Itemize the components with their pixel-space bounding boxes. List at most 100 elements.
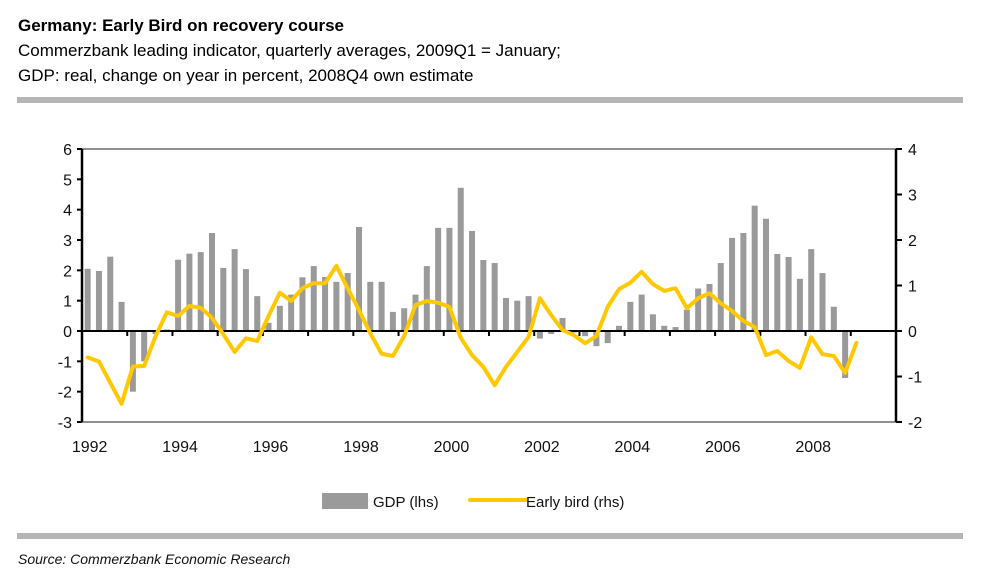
gdp-bar bbox=[604, 331, 611, 344]
gdp-bar bbox=[717, 263, 724, 331]
gdp-bar bbox=[288, 294, 295, 331]
right-axis-ticks: -2 -1 0 1 2 3 4 bbox=[896, 142, 922, 432]
gdp-bar bbox=[695, 288, 702, 331]
gdp-bar bbox=[435, 227, 442, 331]
left-tick-label: 3 bbox=[63, 233, 72, 250]
gdp-bar bbox=[469, 230, 476, 331]
left-axis-ticks: -3 -2 -1 0 1 2 3 4 5 6 bbox=[58, 142, 82, 432]
gdp-bar bbox=[344, 273, 351, 331]
x-tick-label: 1994 bbox=[162, 439, 198, 456]
gdp-bar bbox=[536, 331, 543, 339]
gdp-bar bbox=[118, 301, 125, 331]
gdp-bar bbox=[209, 233, 216, 331]
gdp-bar bbox=[367, 281, 374, 331]
gdp-bar bbox=[751, 205, 758, 331]
legend: GDP (lhs) Early bird (rhs) bbox=[322, 493, 624, 511]
gdp-bar bbox=[502, 297, 509, 331]
gdp-bar bbox=[559, 317, 566, 331]
gdp-bar bbox=[774, 253, 781, 331]
gdp-bar bbox=[548, 331, 555, 335]
gdp-bar bbox=[299, 277, 306, 331]
gdp-bar bbox=[175, 259, 182, 331]
chart-subtitle-line-1: Commerzbank leading indicator, quarterly… bbox=[18, 41, 561, 60]
gdp-bar bbox=[819, 273, 826, 331]
x-tick-label: 1992 bbox=[72, 439, 108, 456]
gdp-bar bbox=[740, 233, 747, 331]
gdp-bar bbox=[333, 281, 340, 331]
gdp-bar bbox=[220, 267, 227, 331]
left-tick-label: -1 bbox=[58, 354, 72, 371]
gdp-bar bbox=[401, 308, 408, 331]
gdp-bar bbox=[672, 327, 679, 331]
x-tick-label: 2006 bbox=[705, 439, 741, 456]
x-tick-label: 1998 bbox=[343, 439, 379, 456]
gdp-bar bbox=[322, 277, 329, 331]
gdp-bar bbox=[389, 311, 396, 331]
gdp-bar bbox=[842, 331, 849, 379]
gdp-bar bbox=[582, 331, 589, 337]
bottom-divider bbox=[17, 533, 963, 539]
gdp-bar bbox=[231, 249, 238, 331]
chart-axes bbox=[80, 148, 898, 423]
gdp-bar bbox=[423, 266, 430, 331]
x-tick-label: 2002 bbox=[524, 439, 560, 456]
gdp-bar bbox=[762, 218, 769, 331]
x-tick-label: 2008 bbox=[795, 439, 831, 456]
right-tick-label: 2 bbox=[908, 233, 917, 250]
gdp-bar bbox=[649, 314, 656, 331]
top-divider bbox=[17, 97, 963, 103]
gdp-bar bbox=[265, 322, 272, 331]
gdp-bar bbox=[242, 269, 249, 331]
gdp-bar bbox=[830, 306, 837, 331]
right-tick-label: -2 bbox=[908, 415, 922, 432]
gdp-bar bbox=[84, 268, 91, 331]
left-tick-label: -3 bbox=[58, 415, 72, 432]
gdp-bars bbox=[84, 187, 849, 392]
gdp-bar bbox=[276, 305, 283, 331]
left-tick-label: -2 bbox=[58, 385, 72, 402]
left-tick-label: 0 bbox=[63, 324, 72, 341]
gdp-bar bbox=[514, 300, 521, 331]
x-tick-label: 1996 bbox=[253, 439, 289, 456]
gdp-bar bbox=[197, 252, 204, 331]
legend-gdp-label: GDP (lhs) bbox=[373, 494, 439, 511]
gdp-bar bbox=[107, 256, 114, 331]
x-axis-ticks: 1992 1994 1996 1998 2000 2002 2004 2006 2008 bbox=[72, 439, 831, 456]
gdp-bar bbox=[480, 260, 487, 331]
gdp-bar bbox=[808, 249, 815, 331]
left-tick-label: 4 bbox=[63, 203, 72, 220]
gdp-bar bbox=[355, 226, 362, 331]
gdp-bar bbox=[254, 296, 261, 331]
source-note: Source: Commerzbank Economic Research bbox=[18, 551, 291, 567]
x-tick-label: 2004 bbox=[615, 439, 651, 456]
gdp-bar bbox=[796, 278, 803, 331]
gdp-bar bbox=[627, 301, 634, 331]
gdp-bar bbox=[378, 281, 385, 331]
gdp-bar bbox=[661, 325, 668, 331]
gdp-bar bbox=[310, 266, 317, 331]
gdp-bar bbox=[638, 294, 645, 331]
left-tick-label: 2 bbox=[63, 263, 72, 280]
gdp-bar bbox=[412, 294, 419, 331]
gdp-bar bbox=[683, 309, 690, 331]
early-bird-line-layer bbox=[85, 263, 859, 406]
gdp-bar bbox=[706, 283, 713, 331]
legend-gdp-swatch bbox=[322, 493, 368, 509]
left-tick-label: 1 bbox=[63, 294, 72, 311]
gdp-bar bbox=[129, 331, 136, 392]
left-tick-label: 5 bbox=[63, 172, 72, 189]
gdp-bar bbox=[186, 253, 193, 331]
right-tick-label: 3 bbox=[908, 188, 917, 205]
gdp-bar bbox=[491, 263, 498, 331]
legend-early-bird-label: Early bird (rhs) bbox=[526, 494, 624, 511]
chart-subtitle-line-2: GDP: real, change on year in percent, 20… bbox=[18, 66, 474, 85]
right-tick-label: 0 bbox=[908, 324, 917, 341]
x-tick-label: 2000 bbox=[434, 439, 470, 456]
left-tick-label: 6 bbox=[63, 142, 72, 159]
right-tick-label: 4 bbox=[908, 142, 917, 159]
gdp-bar bbox=[616, 325, 623, 331]
right-tick-label: -1 bbox=[908, 370, 922, 387]
gdp-bar bbox=[95, 270, 102, 331]
gdp-bar bbox=[457, 187, 464, 331]
